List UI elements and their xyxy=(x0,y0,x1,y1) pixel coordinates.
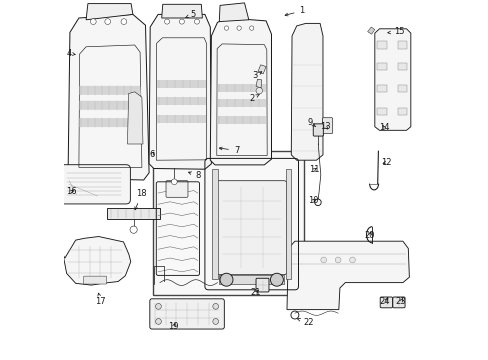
Polygon shape xyxy=(367,27,374,34)
Text: 17: 17 xyxy=(95,293,105,306)
FancyBboxPatch shape xyxy=(313,124,323,136)
Circle shape xyxy=(320,257,326,263)
Text: 9: 9 xyxy=(307,118,315,127)
Text: 8: 8 xyxy=(188,171,201,180)
Bar xyxy=(377,63,386,70)
FancyBboxPatch shape xyxy=(392,297,404,308)
Circle shape xyxy=(130,226,137,233)
FancyBboxPatch shape xyxy=(166,181,187,197)
Bar xyxy=(377,108,386,115)
Polygon shape xyxy=(218,116,266,124)
Polygon shape xyxy=(157,115,205,123)
Circle shape xyxy=(155,319,161,324)
Bar xyxy=(397,85,406,92)
Bar xyxy=(107,208,160,219)
FancyBboxPatch shape xyxy=(149,299,224,329)
Polygon shape xyxy=(218,99,266,107)
Polygon shape xyxy=(80,86,141,95)
Bar xyxy=(377,41,386,49)
Bar xyxy=(152,151,303,295)
Text: 5: 5 xyxy=(185,10,196,19)
Circle shape xyxy=(212,319,218,324)
Text: 22: 22 xyxy=(297,318,313,328)
Circle shape xyxy=(220,273,232,286)
Circle shape xyxy=(179,19,184,24)
Circle shape xyxy=(194,19,199,24)
Circle shape xyxy=(237,26,241,30)
FancyBboxPatch shape xyxy=(83,276,106,284)
Circle shape xyxy=(171,179,177,185)
FancyBboxPatch shape xyxy=(322,118,332,134)
FancyBboxPatch shape xyxy=(216,181,286,275)
FancyBboxPatch shape xyxy=(256,278,268,292)
Text: 2: 2 xyxy=(248,94,259,103)
Text: 21: 21 xyxy=(250,288,261,297)
Polygon shape xyxy=(63,237,130,285)
Text: 19: 19 xyxy=(168,323,179,331)
Polygon shape xyxy=(257,65,265,74)
Text: 23: 23 xyxy=(395,297,406,306)
Text: 13: 13 xyxy=(320,122,330,131)
Bar xyxy=(285,169,291,279)
Polygon shape xyxy=(286,241,408,310)
Text: 18: 18 xyxy=(135,189,147,210)
Text: 7: 7 xyxy=(219,146,239,155)
Circle shape xyxy=(256,87,262,94)
Text: 3: 3 xyxy=(252,71,261,80)
Text: 11: 11 xyxy=(308,165,319,174)
Polygon shape xyxy=(68,14,149,180)
Polygon shape xyxy=(218,84,266,92)
Circle shape xyxy=(249,26,253,30)
Polygon shape xyxy=(374,29,410,130)
Polygon shape xyxy=(162,4,202,18)
Text: 12: 12 xyxy=(381,158,391,167)
Text: 6: 6 xyxy=(149,150,154,159)
Text: 14: 14 xyxy=(378,123,388,132)
Bar xyxy=(397,63,406,70)
Bar xyxy=(397,108,406,115)
Text: 15: 15 xyxy=(387,27,404,36)
Polygon shape xyxy=(86,4,133,20)
Polygon shape xyxy=(80,101,141,110)
Text: 1: 1 xyxy=(285,6,304,16)
Polygon shape xyxy=(256,79,261,88)
Text: 4: 4 xyxy=(66,49,75,58)
Circle shape xyxy=(104,19,110,24)
Circle shape xyxy=(155,303,161,309)
Polygon shape xyxy=(127,92,142,144)
Circle shape xyxy=(212,303,218,309)
Circle shape xyxy=(224,26,228,30)
Bar xyxy=(219,275,284,284)
Text: 10: 10 xyxy=(308,196,318,205)
Bar xyxy=(377,85,386,92)
Circle shape xyxy=(121,19,126,24)
Bar xyxy=(212,169,217,279)
Polygon shape xyxy=(149,14,211,169)
Bar xyxy=(397,41,406,49)
Circle shape xyxy=(349,257,355,263)
Circle shape xyxy=(270,273,283,286)
Polygon shape xyxy=(291,23,322,160)
Text: 24: 24 xyxy=(379,297,389,306)
Polygon shape xyxy=(219,3,248,22)
Circle shape xyxy=(164,19,169,24)
Circle shape xyxy=(335,257,340,263)
Polygon shape xyxy=(157,98,205,105)
Circle shape xyxy=(90,19,96,24)
FancyBboxPatch shape xyxy=(58,165,130,204)
Text: 16: 16 xyxy=(65,187,76,196)
Polygon shape xyxy=(210,18,271,165)
Polygon shape xyxy=(80,118,141,127)
Polygon shape xyxy=(157,80,205,88)
Text: 20: 20 xyxy=(364,231,374,240)
FancyBboxPatch shape xyxy=(380,297,392,308)
